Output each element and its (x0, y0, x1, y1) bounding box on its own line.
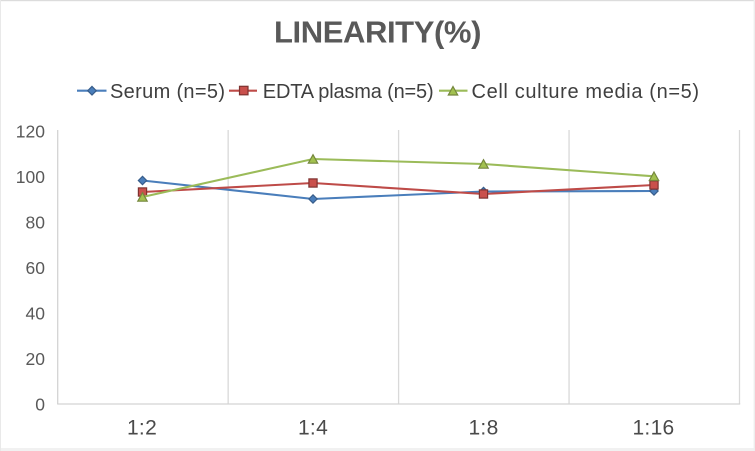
svg-text:80: 80 (26, 213, 46, 233)
svg-text:60: 60 (26, 258, 46, 278)
svg-text:40: 40 (26, 304, 46, 324)
svg-text:1:8: 1:8 (468, 417, 498, 440)
svg-text:120: 120 (16, 122, 45, 142)
svg-text:Serum (n=5): Serum (n=5) (110, 81, 225, 103)
svg-text:1:16: 1:16 (632, 417, 674, 440)
svg-text:0: 0 (35, 395, 45, 415)
svg-text:1:4: 1:4 (298, 417, 328, 440)
svg-text:100: 100 (16, 167, 45, 187)
svg-text:Cell culture media (n=5): Cell culture media (n=5) (472, 81, 700, 103)
svg-text:20: 20 (26, 349, 46, 369)
svg-text:LINEARITY(%): LINEARITY(%) (274, 15, 481, 50)
svg-text:EDTA plasma (n=5): EDTA plasma (n=5) (263, 81, 434, 103)
svg-text:1:2: 1:2 (127, 417, 157, 440)
